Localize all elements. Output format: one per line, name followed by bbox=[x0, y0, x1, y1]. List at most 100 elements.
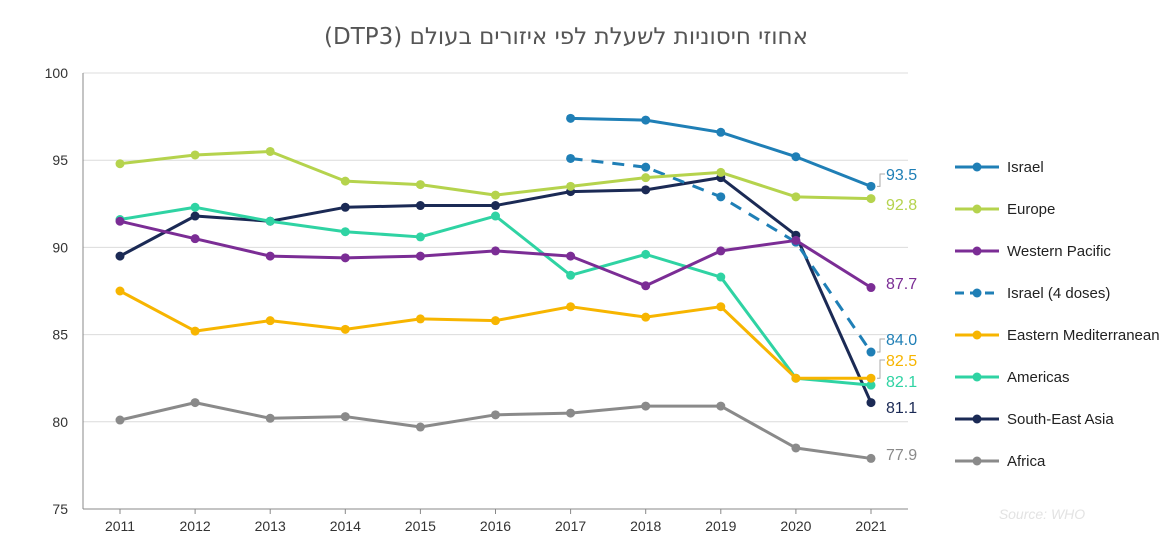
axes: 75 80 85 90 95 100 2011 2012 2013 2014 2015 2016 201… bbox=[45, 65, 908, 534]
legend: Israel Europe Western Pacific Israel (4 dos… bbox=[955, 159, 1160, 470]
legend-item-americas: Americas bbox=[955, 369, 1070, 386]
legend-label: Eastern Mediterranean bbox=[1007, 327, 1160, 344]
series-western-pacific bbox=[115, 216, 876, 293]
x-tick-label: 2012 bbox=[180, 518, 211, 534]
series-line-south-east-asia bbox=[118, 176, 873, 405]
x-tick-label: 2014 bbox=[330, 518, 361, 534]
x-tick-label: 2015 bbox=[405, 518, 436, 534]
data-point bbox=[716, 167, 726, 177]
data-point bbox=[566, 181, 576, 191]
end-label-israel: 93.5 bbox=[886, 167, 917, 184]
data-point bbox=[340, 412, 350, 422]
data-point bbox=[866, 347, 876, 357]
data-point bbox=[265, 316, 275, 326]
data-point bbox=[415, 251, 425, 261]
data-point bbox=[791, 443, 801, 453]
data-point bbox=[190, 150, 200, 160]
legend-marker bbox=[972, 162, 982, 172]
end-label-europe: 92.8 bbox=[886, 197, 917, 214]
chart-title: אחוזי חיסוניות לשעלת לפי איזורים בעולם (… bbox=[324, 24, 808, 50]
data-point bbox=[566, 408, 576, 418]
series-south-east-asia bbox=[115, 173, 876, 408]
data-point bbox=[415, 201, 425, 211]
end-label-south-east-asia: 81.1 bbox=[886, 400, 917, 417]
legend-item-western-pacific: Western Pacific bbox=[955, 243, 1111, 260]
legend-item-israel: Israel bbox=[955, 159, 1044, 176]
data-point bbox=[415, 180, 425, 190]
data-point bbox=[491, 246, 500, 256]
data-point bbox=[340, 324, 350, 334]
legend-label: Western Pacific bbox=[1007, 243, 1111, 260]
data-point bbox=[340, 253, 350, 263]
data-point bbox=[415, 314, 425, 324]
data-point bbox=[641, 115, 651, 125]
legend-label: Israel bbox=[1007, 159, 1044, 176]
y-tick-label: 80 bbox=[52, 414, 68, 430]
end-label-americas: 82.1 bbox=[886, 374, 917, 391]
data-point bbox=[265, 146, 275, 156]
legend-item-africa: Africa bbox=[955, 453, 1046, 470]
data-point bbox=[791, 373, 801, 383]
x-tick-label: 2018 bbox=[630, 518, 661, 534]
data-point bbox=[190, 398, 200, 408]
data-point bbox=[641, 162, 651, 172]
data-point bbox=[115, 286, 125, 296]
data-point bbox=[791, 152, 801, 162]
data-point bbox=[415, 232, 425, 242]
data-point bbox=[641, 281, 651, 291]
data-point bbox=[641, 173, 651, 183]
leader-line bbox=[877, 359, 885, 379]
data-point bbox=[340, 176, 350, 186]
y-tick-label: 95 bbox=[52, 152, 68, 168]
data-point bbox=[415, 422, 425, 432]
data-point bbox=[866, 283, 876, 293]
x-tick-label: 2021 bbox=[855, 518, 886, 534]
data-point bbox=[491, 211, 500, 221]
data-point bbox=[791, 192, 801, 202]
legend-label: Israel (4 doses) bbox=[1007, 285, 1110, 302]
legend-label: Africa bbox=[1007, 453, 1046, 470]
data-point bbox=[566, 302, 576, 312]
end-label-eastern-mediterranean: 82.5 bbox=[886, 353, 917, 370]
data-point bbox=[265, 251, 275, 261]
data-point bbox=[491, 410, 500, 420]
legend-marker bbox=[972, 288, 982, 298]
legend-item-europe: Europe bbox=[955, 201, 1055, 218]
data-point bbox=[716, 302, 726, 312]
end-labels: 93.5 92.8 87.7 84.0 82.5 82.1 81.1 77.9 bbox=[877, 167, 917, 464]
y-tick-label: 85 bbox=[52, 327, 68, 343]
data-point bbox=[190, 202, 200, 212]
data-point bbox=[866, 194, 876, 204]
x-tick-label: 2013 bbox=[255, 518, 286, 534]
data-point bbox=[265, 413, 275, 423]
x-tick-label: 2011 bbox=[105, 518, 135, 534]
data-point bbox=[491, 201, 500, 211]
legend-marker bbox=[972, 372, 982, 382]
legend-item-eastern-mediterranean: Eastern Mediterranean bbox=[955, 327, 1160, 344]
data-point bbox=[866, 380, 876, 390]
data-point bbox=[866, 373, 876, 383]
data-point bbox=[641, 401, 651, 411]
data-point bbox=[716, 272, 726, 282]
data-point bbox=[190, 326, 200, 336]
y-tick-label: 75 bbox=[52, 501, 68, 517]
data-point bbox=[641, 312, 651, 322]
data-point bbox=[791, 235, 801, 245]
data-point bbox=[866, 181, 876, 191]
series-americas bbox=[115, 202, 876, 390]
data-point bbox=[566, 251, 576, 261]
data-point bbox=[115, 159, 125, 169]
series-layer bbox=[115, 113, 876, 463]
end-label-western-pacific: 87.7 bbox=[886, 276, 917, 293]
legend-marker bbox=[972, 330, 982, 340]
leader-line bbox=[877, 173, 885, 187]
legend-marker bbox=[972, 204, 982, 214]
legend-marker bbox=[972, 246, 982, 256]
legend-item-south-east-asia: South-East Asia bbox=[955, 411, 1114, 428]
legend-marker bbox=[972, 414, 982, 424]
data-point bbox=[716, 246, 726, 256]
data-point bbox=[566, 270, 576, 280]
y-tick-label: 90 bbox=[52, 239, 68, 255]
leader-line bbox=[877, 338, 885, 353]
